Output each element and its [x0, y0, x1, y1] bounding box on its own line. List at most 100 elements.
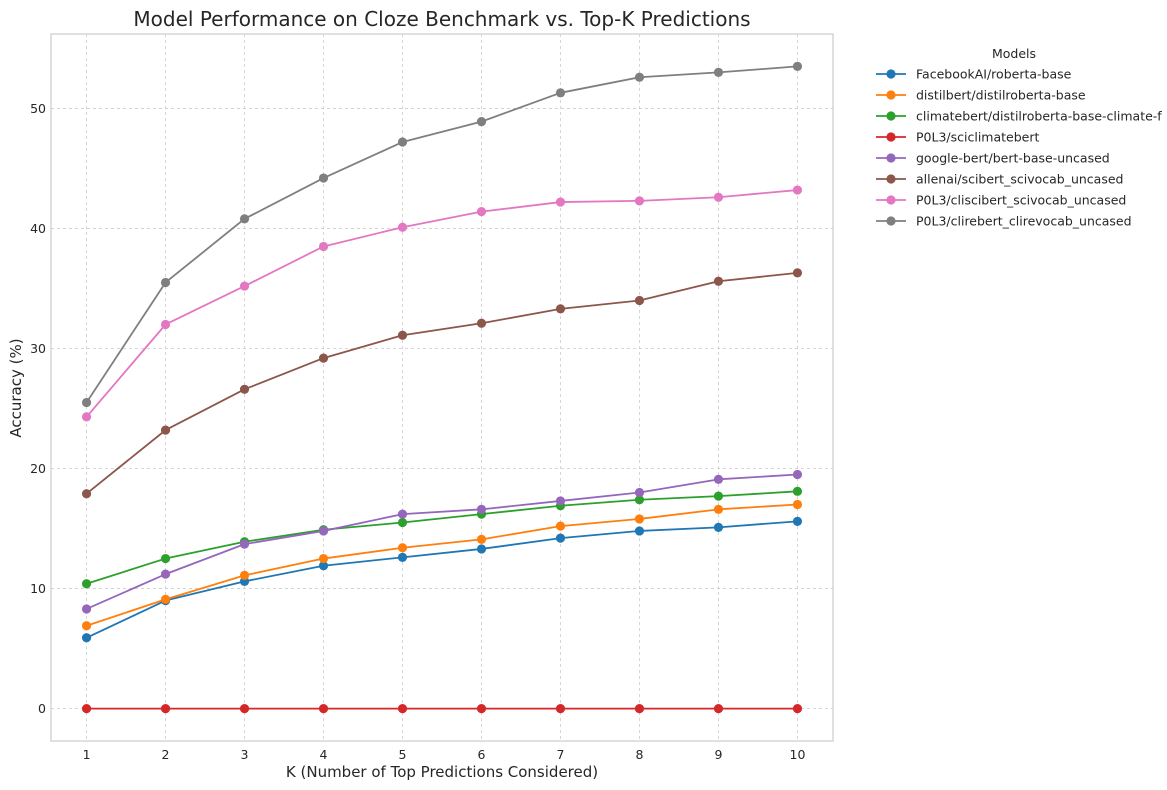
data-point-1-5 — [397, 552, 408, 562]
data-point-1-10 — [792, 516, 803, 526]
data-point-2-7 — [555, 521, 566, 531]
data-point-2-9 — [713, 504, 724, 514]
data-point-4-7 — [555, 703, 566, 714]
chart-title: Model Performance on Cloze Benchmark vs.… — [133, 7, 750, 31]
data-point-3-2 — [160, 553, 171, 564]
series-line-8 — [85, 65, 798, 403]
legend-item-3: climatebert/distilroberta-base-climate-f — [876, 109, 1162, 124]
data-point-1-7 — [555, 533, 566, 543]
series-line-6 — [85, 271, 798, 495]
series-2 — [81, 499, 803, 631]
legend-label-7: P0L3/cliscibert_scivocab_uncased — [916, 193, 1126, 208]
data-point-4-5 — [397, 703, 408, 714]
data-point-4-8 — [634, 703, 645, 714]
x-tick-label-4: 4 — [320, 747, 328, 762]
legend-label-4: P0L3/sciclimatebert — [916, 130, 1039, 145]
data-point-7-3 — [239, 281, 250, 291]
data-point-4-2 — [160, 703, 171, 714]
series-1 — [81, 516, 803, 643]
legend-label-5: google-bert/bert-base-uncased — [916, 151, 1110, 166]
legend: Models FacebookAI/roberta-base distilbert… — [876, 46, 1162, 229]
series-8 — [81, 61, 803, 408]
grid — [51, 34, 833, 741]
data-point-8-9 — [713, 67, 724, 78]
data-point-2-4 — [318, 553, 329, 564]
legend-marker-2 — [886, 90, 896, 100]
data-point-7-6 — [476, 207, 487, 217]
data-point-1-6 — [476, 544, 487, 554]
data-point-7-2 — [160, 319, 171, 330]
data-point-5-3 — [239, 539, 250, 549]
series-3 — [81, 486, 803, 589]
legend-label-8: P0L3/clirebert_clirevocab_uncased — [916, 214, 1132, 229]
data-point-5-2 — [160, 569, 171, 579]
data-point-5-6 — [476, 504, 487, 514]
data-point-8-7 — [555, 88, 566, 98]
data-point-3-5 — [397, 517, 408, 528]
data-point-1-9 — [713, 522, 724, 532]
data-point-1-4 — [318, 561, 329, 571]
x-tick-label-10: 10 — [790, 747, 806, 762]
data-point-5-10 — [792, 469, 803, 480]
data-point-4-9 — [713, 703, 724, 714]
data-point-8-5 — [397, 137, 408, 147]
data-point-4-1 — [81, 703, 92, 714]
legend-label-2: distilbert/distilroberta-base — [916, 88, 1086, 103]
legend-marker-1 — [886, 69, 896, 79]
legend-marker-6 — [886, 174, 896, 184]
series-7 — [81, 185, 803, 422]
data-point-2-5 — [397, 543, 408, 553]
data-point-4-6 — [476, 703, 487, 714]
legend-item-8: P0L3/clirebert_clirevocab_uncased — [876, 214, 1132, 229]
y-tick-label-20: 20 — [30, 461, 46, 476]
x-tick-label-7: 7 — [557, 747, 565, 762]
data-point-7-7 — [555, 197, 566, 207]
x-axis-label: K (Number of Top Predictions Considered) — [286, 763, 598, 781]
series-line-5 — [86, 473, 798, 610]
data-point-6-5 — [397, 330, 408, 340]
series-6 — [81, 268, 803, 499]
legend-marker-4 — [886, 132, 896, 142]
y-tick-label-0: 0 — [38, 701, 46, 716]
legend-label-6: allenai/scibert_scivocab_uncased — [916, 172, 1123, 187]
data-point-3-9 — [713, 491, 724, 501]
legend-item-1: FacebookAI/roberta-base — [876, 67, 1072, 82]
series-line-1 — [86, 520, 798, 639]
series-4 — [81, 703, 803, 714]
y-tick-label-10: 10 — [30, 581, 46, 596]
legend-marker-5 — [886, 153, 896, 163]
y-axis-ticks: 0 10 20 30 40 50 — [30, 101, 46, 716]
x-tick-label-9: 9 — [714, 747, 722, 762]
data-point-6-10 — [792, 268, 803, 278]
data-point-8-6 — [476, 117, 487, 127]
x-tick-label-8: 8 — [635, 747, 643, 762]
legend-label-3: climatebert/distilroberta-base-climate-f — [916, 109, 1162, 124]
legend-item-4: P0L3/sciclimatebert — [876, 130, 1039, 145]
data-point-8-1 — [81, 397, 92, 408]
x-tick-label-1: 1 — [83, 747, 91, 762]
x-axis-ticks: 1 2 3 4 5 6 7 8 9 10 — [83, 747, 806, 762]
series-line-2 — [86, 503, 798, 627]
x-tick-label-2: 2 — [162, 747, 170, 762]
data-point-6-8 — [634, 295, 645, 306]
series-5 — [81, 469, 803, 614]
data-point-1-8 — [634, 526, 645, 536]
data-point-4-10 — [792, 703, 803, 714]
data-point-4-3 — [239, 703, 250, 714]
series-group — [81, 61, 803, 714]
y-tick-label-40: 40 — [30, 221, 46, 236]
y-tick-label-30: 30 — [30, 341, 46, 356]
series-line-7 — [85, 189, 798, 418]
data-point-5-5 — [397, 509, 408, 519]
data-point-8-10 — [792, 61, 803, 72]
y-axis-label: Accuracy (%) — [7, 338, 25, 437]
y-tick-label-50: 50 — [30, 101, 46, 116]
data-point-5-1 — [81, 604, 92, 614]
legend-marker-3 — [886, 111, 896, 121]
data-point-2-6 — [476, 534, 487, 544]
data-point-6-1 — [81, 489, 92, 499]
data-point-1-1 — [81, 633, 92, 643]
data-point-6-2 — [160, 425, 171, 435]
x-tick-label-6: 6 — [478, 747, 486, 762]
